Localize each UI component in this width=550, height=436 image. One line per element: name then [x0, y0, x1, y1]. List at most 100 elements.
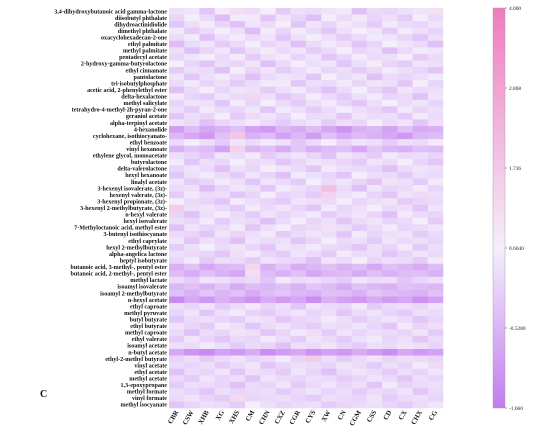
heatmap-cell [260, 171, 276, 179]
heatmap-cell [184, 119, 200, 127]
heatmap-cell [306, 53, 322, 61]
heatmap-cell [382, 204, 398, 212]
heatmap-cell [382, 224, 398, 232]
heatmap-cell [275, 335, 292, 343]
heatmap-cell [382, 244, 398, 251]
heatmap-cell [184, 99, 200, 107]
heatmap-cell [366, 34, 383, 42]
heatmap-cell [306, 270, 322, 278]
heatmap-cell [427, 368, 444, 376]
heatmap-cell [336, 14, 352, 22]
heatmap-cell [245, 211, 261, 219]
heatmap-cell [245, 86, 261, 94]
heatmap-cell [366, 80, 383, 87]
heatmap-cell [366, 204, 383, 212]
heatmap-cell [306, 171, 322, 179]
heatmap-cell [275, 257, 292, 265]
heatmap-cell [184, 381, 200, 389]
heatmap-cell [169, 204, 185, 212]
heatmap-cell [382, 178, 398, 186]
column-label: CSW [182, 409, 196, 426]
heatmap-cell [184, 67, 200, 74]
heatmap-cell [397, 276, 413, 284]
heatmap-cell [397, 230, 413, 238]
heatmap-cell [184, 296, 200, 304]
heatmap-cell [260, 322, 276, 330]
heatmap-cell [412, 211, 429, 219]
heatmap-cell [321, 178, 337, 186]
heatmap-cell [351, 224, 368, 232]
heatmap-cell [199, 355, 215, 363]
heatmap-cell [336, 394, 352, 402]
heatmap-cell [397, 289, 413, 297]
heatmap-cell [351, 362, 368, 369]
heatmap-cell [412, 289, 429, 297]
column-label: CHN [258, 409, 272, 426]
heatmap-cell [412, 348, 429, 356]
heatmap-cell [214, 224, 231, 232]
heatmap-cell [412, 67, 429, 74]
heatmap-cell [366, 14, 383, 22]
heatmap-cell [275, 185, 292, 192]
heatmap-cell [321, 303, 337, 310]
heatmap-cell [382, 132, 398, 140]
heatmap-cell [336, 126, 352, 133]
heatmap-cell [199, 329, 215, 337]
heatmap-cell [306, 132, 322, 140]
heatmap-cell [366, 244, 383, 251]
heatmap-cell [245, 112, 261, 120]
heatmap-cell [306, 165, 322, 173]
colorbar-tick-label: 1.736 [509, 166, 521, 172]
heatmap-cell [382, 112, 398, 120]
row-label: 3-hexenyl 2-methylbutyrate, (3z)- [80, 205, 167, 212]
heatmap-cell [321, 257, 337, 265]
heatmap-cell [366, 191, 383, 199]
row-label: linalyl acetate [131, 180, 167, 186]
heatmap-cell [366, 119, 383, 127]
heatmap-cell [382, 80, 398, 87]
heatmap-cell [397, 303, 413, 310]
heatmap-cell [382, 368, 398, 376]
heatmap-cell [351, 244, 368, 251]
heatmap-cell [214, 73, 231, 81]
heatmap-cell [275, 368, 292, 376]
heatmap-cell [169, 355, 185, 363]
heatmap-cell [229, 191, 246, 199]
heatmap-cell [427, 263, 444, 271]
heatmap-cell [366, 47, 383, 55]
heatmap-cell [427, 185, 444, 192]
heatmap-cell [351, 126, 368, 133]
heatmap-cell [214, 250, 231, 258]
heatmap-cell [229, 309, 246, 317]
heatmap-cell [397, 283, 413, 291]
heatmap-cell [275, 53, 292, 61]
heatmap-cell [412, 276, 429, 284]
heatmap-cell [184, 211, 200, 219]
heatmap-cell [169, 224, 185, 232]
heatmap-cell [184, 303, 200, 310]
heatmap-cell [245, 185, 261, 192]
heatmap-cell [351, 60, 368, 68]
heatmap-cell [245, 329, 261, 337]
row-label: cyclohexane, isothiocyanato- [93, 134, 167, 140]
heatmap-cell [214, 67, 231, 74]
heatmap-cell [382, 230, 398, 238]
heatmap-cell [427, 99, 444, 107]
heatmap-cell [290, 381, 307, 389]
heatmap-cell [366, 60, 383, 68]
heatmap-cell [184, 191, 200, 199]
heatmap-cell [412, 401, 429, 409]
heatmap-cell [336, 99, 352, 107]
heatmap-cell [275, 47, 292, 55]
heatmap-cell [397, 368, 413, 376]
heatmap-cell [336, 112, 352, 120]
heatmap-cell [397, 296, 413, 304]
heatmap-cell [306, 375, 322, 383]
heatmap-cell [229, 165, 246, 173]
heatmap-cell [306, 296, 322, 304]
heatmap-cell [336, 27, 352, 35]
heatmap-cell [245, 335, 261, 343]
heatmap-cell [229, 185, 246, 192]
heatmap-cell [366, 283, 383, 291]
heatmap-cell [199, 388, 215, 396]
